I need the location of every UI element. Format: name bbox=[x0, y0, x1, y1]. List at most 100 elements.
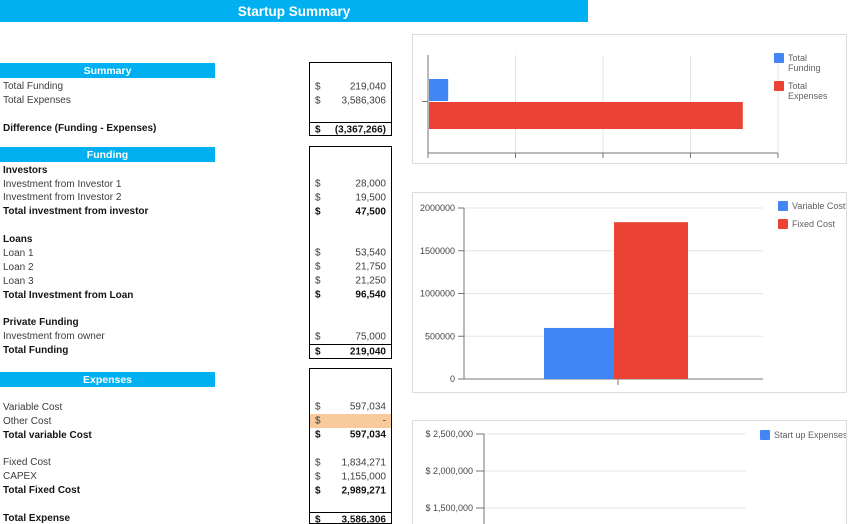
legend-swatch-total-funding bbox=[774, 53, 784, 63]
cell-value: 219,040 bbox=[349, 346, 386, 358]
svg-text:Start up Expenses: Start up Expenses bbox=[774, 430, 846, 440]
value-cell-total-expenses[interactable]: $3,586,306 bbox=[309, 94, 392, 108]
spreadsheet-row: Total Expense $3,586,306 bbox=[0, 511, 420, 524]
row-label-total-variable-cost[interactable]: Total variable Cost bbox=[3, 429, 92, 441]
spreadsheet-row: Private Funding bbox=[0, 316, 420, 330]
bar-variable-cost bbox=[544, 327, 614, 379]
section-header-expenses[interactable]: Expenses bbox=[0, 372, 215, 387]
value-cell-total-funding[interactable]: $219,040 bbox=[309, 343, 392, 359]
cell-value: 3,586,306 bbox=[341, 514, 387, 524]
row-label-loan-1[interactable]: Loan 1 bbox=[3, 247, 34, 259]
currency-symbol: $ bbox=[315, 206, 321, 218]
value-cell-investment-from-owner[interactable]: $75,000 bbox=[309, 330, 392, 344]
value-cell-capex[interactable]: $1,155,000 bbox=[309, 470, 392, 484]
svg-text:1500000: 1500000 bbox=[420, 246, 455, 256]
currency-symbol: $ bbox=[315, 275, 321, 287]
row-label-capex[interactable]: CAPEX bbox=[3, 471, 37, 483]
row-label-total-expenses[interactable]: Total Expenses bbox=[3, 95, 71, 107]
svg-text:Expenses: Expenses bbox=[788, 91, 828, 101]
row-label-private-funding[interactable]: Private Funding bbox=[3, 317, 79, 329]
cell-value: (3,367,266) bbox=[334, 124, 386, 136]
cell-value: - bbox=[382, 415, 386, 427]
currency-symbol: $ bbox=[315, 346, 321, 358]
sheet-title[interactable]: Startup Summary bbox=[0, 0, 588, 22]
value-cell-investment-from-investor-2[interactable]: $19,500 bbox=[309, 191, 392, 205]
row-label-investment-from-investor-2[interactable]: Investment from Investor 2 bbox=[3, 192, 122, 204]
cell-value: 75,000 bbox=[355, 331, 386, 343]
currency-symbol: $ bbox=[315, 331, 321, 343]
spreadsheet-row: Fixed Cost $1,834,271 bbox=[0, 456, 420, 470]
spreadsheet-row: Loan 2 $21,750 bbox=[0, 260, 420, 274]
cell-value: 219,040 bbox=[349, 81, 386, 93]
section-header-summary[interactable]: Summary bbox=[0, 63, 215, 78]
section-header-funding[interactable]: Funding bbox=[0, 147, 215, 162]
value-cell-total-investment-from-loan[interactable]: $96,540 bbox=[309, 288, 392, 302]
value-cell-total-expense[interactable]: $3,586,306 bbox=[309, 511, 392, 524]
currency-symbol: $ bbox=[315, 192, 321, 204]
row-label-loan-2[interactable]: Loan 2 bbox=[3, 261, 34, 273]
spreadsheet-row: CAPEX $1,155,000 bbox=[0, 470, 420, 484]
cell-value: 1,834,271 bbox=[341, 457, 387, 469]
currency-symbol: $ bbox=[315, 247, 321, 259]
funding-vs-expenses-chart[interactable]: Total Funding Total Expenses bbox=[412, 34, 847, 164]
value-cell-investment-from-investor-1[interactable]: $28,000 bbox=[309, 177, 392, 191]
row-label-total-expense[interactable]: Total Expense bbox=[3, 513, 71, 524]
value-cell-fixed-cost[interactable]: $1,834,271 bbox=[309, 456, 392, 470]
row-label-total-fixed-cost[interactable]: Total Fixed Cost bbox=[3, 485, 81, 497]
value-cell-loan-3[interactable]: $21,250 bbox=[309, 274, 392, 288]
value-cell-total-investment-from-investor[interactable]: $47,500 bbox=[309, 205, 392, 219]
value-cell-variable-cost[interactable]: $597,034 bbox=[309, 400, 392, 414]
startup-expenses-chart[interactable]: $ 2,500,000 $ 2,000,000 $ 1,500,000 Start u… bbox=[412, 420, 847, 524]
spreadsheet-row: Loan 1 $53,540 bbox=[0, 247, 420, 261]
summary-table-area: Summary Total Funding $219,040 Total Expens… bbox=[0, 0, 420, 524]
currency-symbol: $ bbox=[315, 485, 321, 497]
row-label-difference-funding-expenses[interactable]: Difference (Funding - Expenses) bbox=[3, 123, 157, 135]
variable-vs-fixed-cost-chart[interactable]: 0 500000 1000000 1500000 2000000 Variable Cos… bbox=[412, 192, 847, 393]
value-cell-loan-1[interactable]: $53,540 bbox=[309, 247, 392, 261]
cell-value: 597,034 bbox=[349, 401, 386, 413]
row-label-total-funding[interactable]: Total Funding bbox=[3, 345, 69, 357]
currency-symbol: $ bbox=[315, 124, 321, 136]
currency-symbol: $ bbox=[315, 429, 321, 441]
legend-swatch-variable-cost bbox=[778, 201, 788, 211]
spreadsheet-row bbox=[0, 108, 420, 122]
value-cell-difference-funding-expenses[interactable]: $ (3,367,266) bbox=[309, 121, 392, 137]
row-label-investors[interactable]: Investors bbox=[3, 164, 48, 176]
row-label-total-investment-from-loan[interactable]: Total Investment from Loan bbox=[3, 289, 134, 301]
row-label-total-funding[interactable]: Total Funding bbox=[3, 81, 64, 93]
spreadsheet-row: Loans bbox=[0, 233, 420, 247]
row-label-investment-from-investor-1[interactable]: Investment from Investor 1 bbox=[3, 178, 122, 190]
row-label-investment-from-owner[interactable]: Investment from owner bbox=[3, 331, 105, 343]
row-label-loans[interactable]: Loans bbox=[3, 234, 33, 246]
row-label-variable-cost[interactable]: Variable Cost bbox=[3, 401, 63, 413]
value-cell-other-cost[interactable]: $ - bbox=[309, 414, 392, 429]
spreadsheet-row bbox=[0, 302, 420, 316]
svg-text:$ 1,500,000: $ 1,500,000 bbox=[425, 503, 473, 513]
currency-symbol: $ bbox=[315, 95, 321, 107]
svg-text:Funding: Funding bbox=[788, 63, 821, 73]
svg-text:1000000: 1000000 bbox=[420, 289, 455, 299]
row-label-loan-3[interactable]: Loan 3 bbox=[3, 275, 34, 287]
spreadsheet-row: Other Cost $ - bbox=[0, 414, 420, 429]
svg-text:Total: Total bbox=[788, 81, 807, 91]
cell-value: 1,155,000 bbox=[341, 471, 387, 483]
svg-text:$ 2,000,000: $ 2,000,000 bbox=[425, 466, 473, 476]
section-rows-expenses: Variable Cost $597,034 Other Cost $ - Total v… bbox=[0, 387, 420, 524]
row-label-total-investment-from-investor[interactable]: Total investment from investor bbox=[3, 206, 149, 218]
spreadsheet-row: Total Funding $219,040 bbox=[0, 80, 420, 94]
value-cell-total-fixed-cost[interactable]: $2,989,271 bbox=[309, 484, 392, 498]
spreadsheet-row: Total Investment from Loan $96,540 bbox=[0, 288, 420, 302]
svg-text:$ 2,500,000: $ 2,500,000 bbox=[425, 429, 473, 439]
value-cell-total-variable-cost[interactable]: $597,034 bbox=[309, 428, 392, 442]
currency-symbol: $ bbox=[315, 289, 321, 301]
cell-value: 53,540 bbox=[355, 247, 386, 259]
value-cell-loan-2[interactable]: $21,750 bbox=[309, 260, 392, 274]
legend-swatch-total-expenses bbox=[774, 81, 784, 91]
row-label-other-cost[interactable]: Other Cost bbox=[3, 415, 52, 427]
spreadsheet-row: Total Funding $219,040 bbox=[0, 343, 420, 359]
currency-symbol: $ bbox=[315, 81, 321, 93]
row-label-fixed-cost[interactable]: Fixed Cost bbox=[3, 457, 51, 469]
cell-value: 28,000 bbox=[355, 178, 386, 190]
value-cell-total-funding[interactable]: $219,040 bbox=[309, 80, 392, 94]
